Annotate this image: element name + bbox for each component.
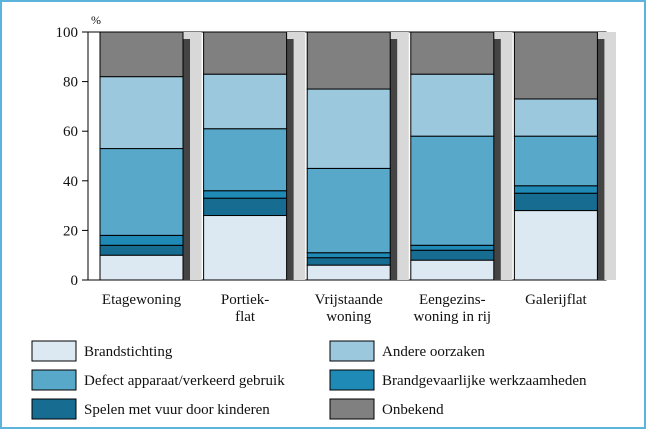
bar-segment — [99, 244, 184, 256]
y-tick-label: 40 — [63, 174, 78, 190]
bar-segment — [513, 98, 598, 137]
legend-label: Defect apparaat/verkeerd gebruik — [84, 373, 285, 389]
x-tick-label: Galerijflat — [525, 292, 587, 308]
legend-swatch — [31, 398, 77, 420]
bar-segment — [306, 31, 391, 90]
x-tick-label: Etagewoning — [102, 292, 182, 308]
legend-label: Onbekend — [382, 402, 444, 418]
bar-segment — [203, 190, 288, 199]
bar-segment — [306, 252, 391, 259]
y-tick-label: 20 — [63, 223, 78, 239]
bar-segment — [410, 259, 495, 281]
x-tick-label: Eengezins- — [419, 292, 486, 308]
bar-segment — [99, 148, 184, 236]
bar-segment — [513, 185, 598, 194]
x-tick-label: Portiek- — [221, 292, 269, 308]
x-tick-label: woning in rij — [414, 309, 492, 325]
legend-swatch — [329, 340, 375, 362]
bar-segment — [410, 31, 495, 75]
bar-segment — [410, 73, 495, 137]
legend-swatch — [329, 369, 375, 391]
y-tick-label: 100 — [56, 25, 79, 41]
bar-segment — [99, 254, 184, 281]
bar-segment — [99, 76, 184, 150]
bar-segment — [306, 257, 391, 266]
bar-segment — [513, 135, 598, 187]
bar-segment — [203, 215, 288, 281]
bar-segment — [410, 249, 495, 261]
bar-segment — [410, 244, 495, 251]
bar-segment — [306, 88, 391, 169]
y-tick-label: 0 — [71, 273, 79, 289]
bar-segment — [513, 192, 598, 212]
bar-segment — [99, 31, 184, 78]
legend-swatch — [31, 369, 77, 391]
bar-segment — [306, 264, 391, 281]
bar-segment — [513, 31, 598, 100]
x-tick-label: Vrijstaande — [315, 292, 384, 308]
bar-segment — [410, 135, 495, 246]
bar-segment — [99, 234, 184, 246]
y-unit: % — [91, 13, 101, 27]
bar-segment — [306, 167, 391, 254]
y-tick-label: 80 — [63, 75, 78, 91]
legend-swatch — [31, 340, 77, 362]
bar-segment — [513, 210, 598, 281]
legend-label: Brandgevaarlijke werkzaamheden — [382, 373, 587, 389]
bar-segment — [203, 197, 288, 217]
legend-label: Brandstichting — [84, 344, 173, 360]
x-tick-label: woning — [326, 309, 372, 325]
y-tick-label: 60 — [63, 124, 78, 140]
legend-label: Spelen met vuur door kinderen — [84, 402, 270, 418]
bar-segment — [203, 73, 288, 130]
bar-segment — [203, 128, 288, 192]
legend-swatch — [329, 398, 375, 420]
legend-label: Andere oorzaken — [382, 344, 485, 360]
bar-segment — [203, 31, 288, 75]
x-tick-label: flat — [235, 309, 256, 325]
